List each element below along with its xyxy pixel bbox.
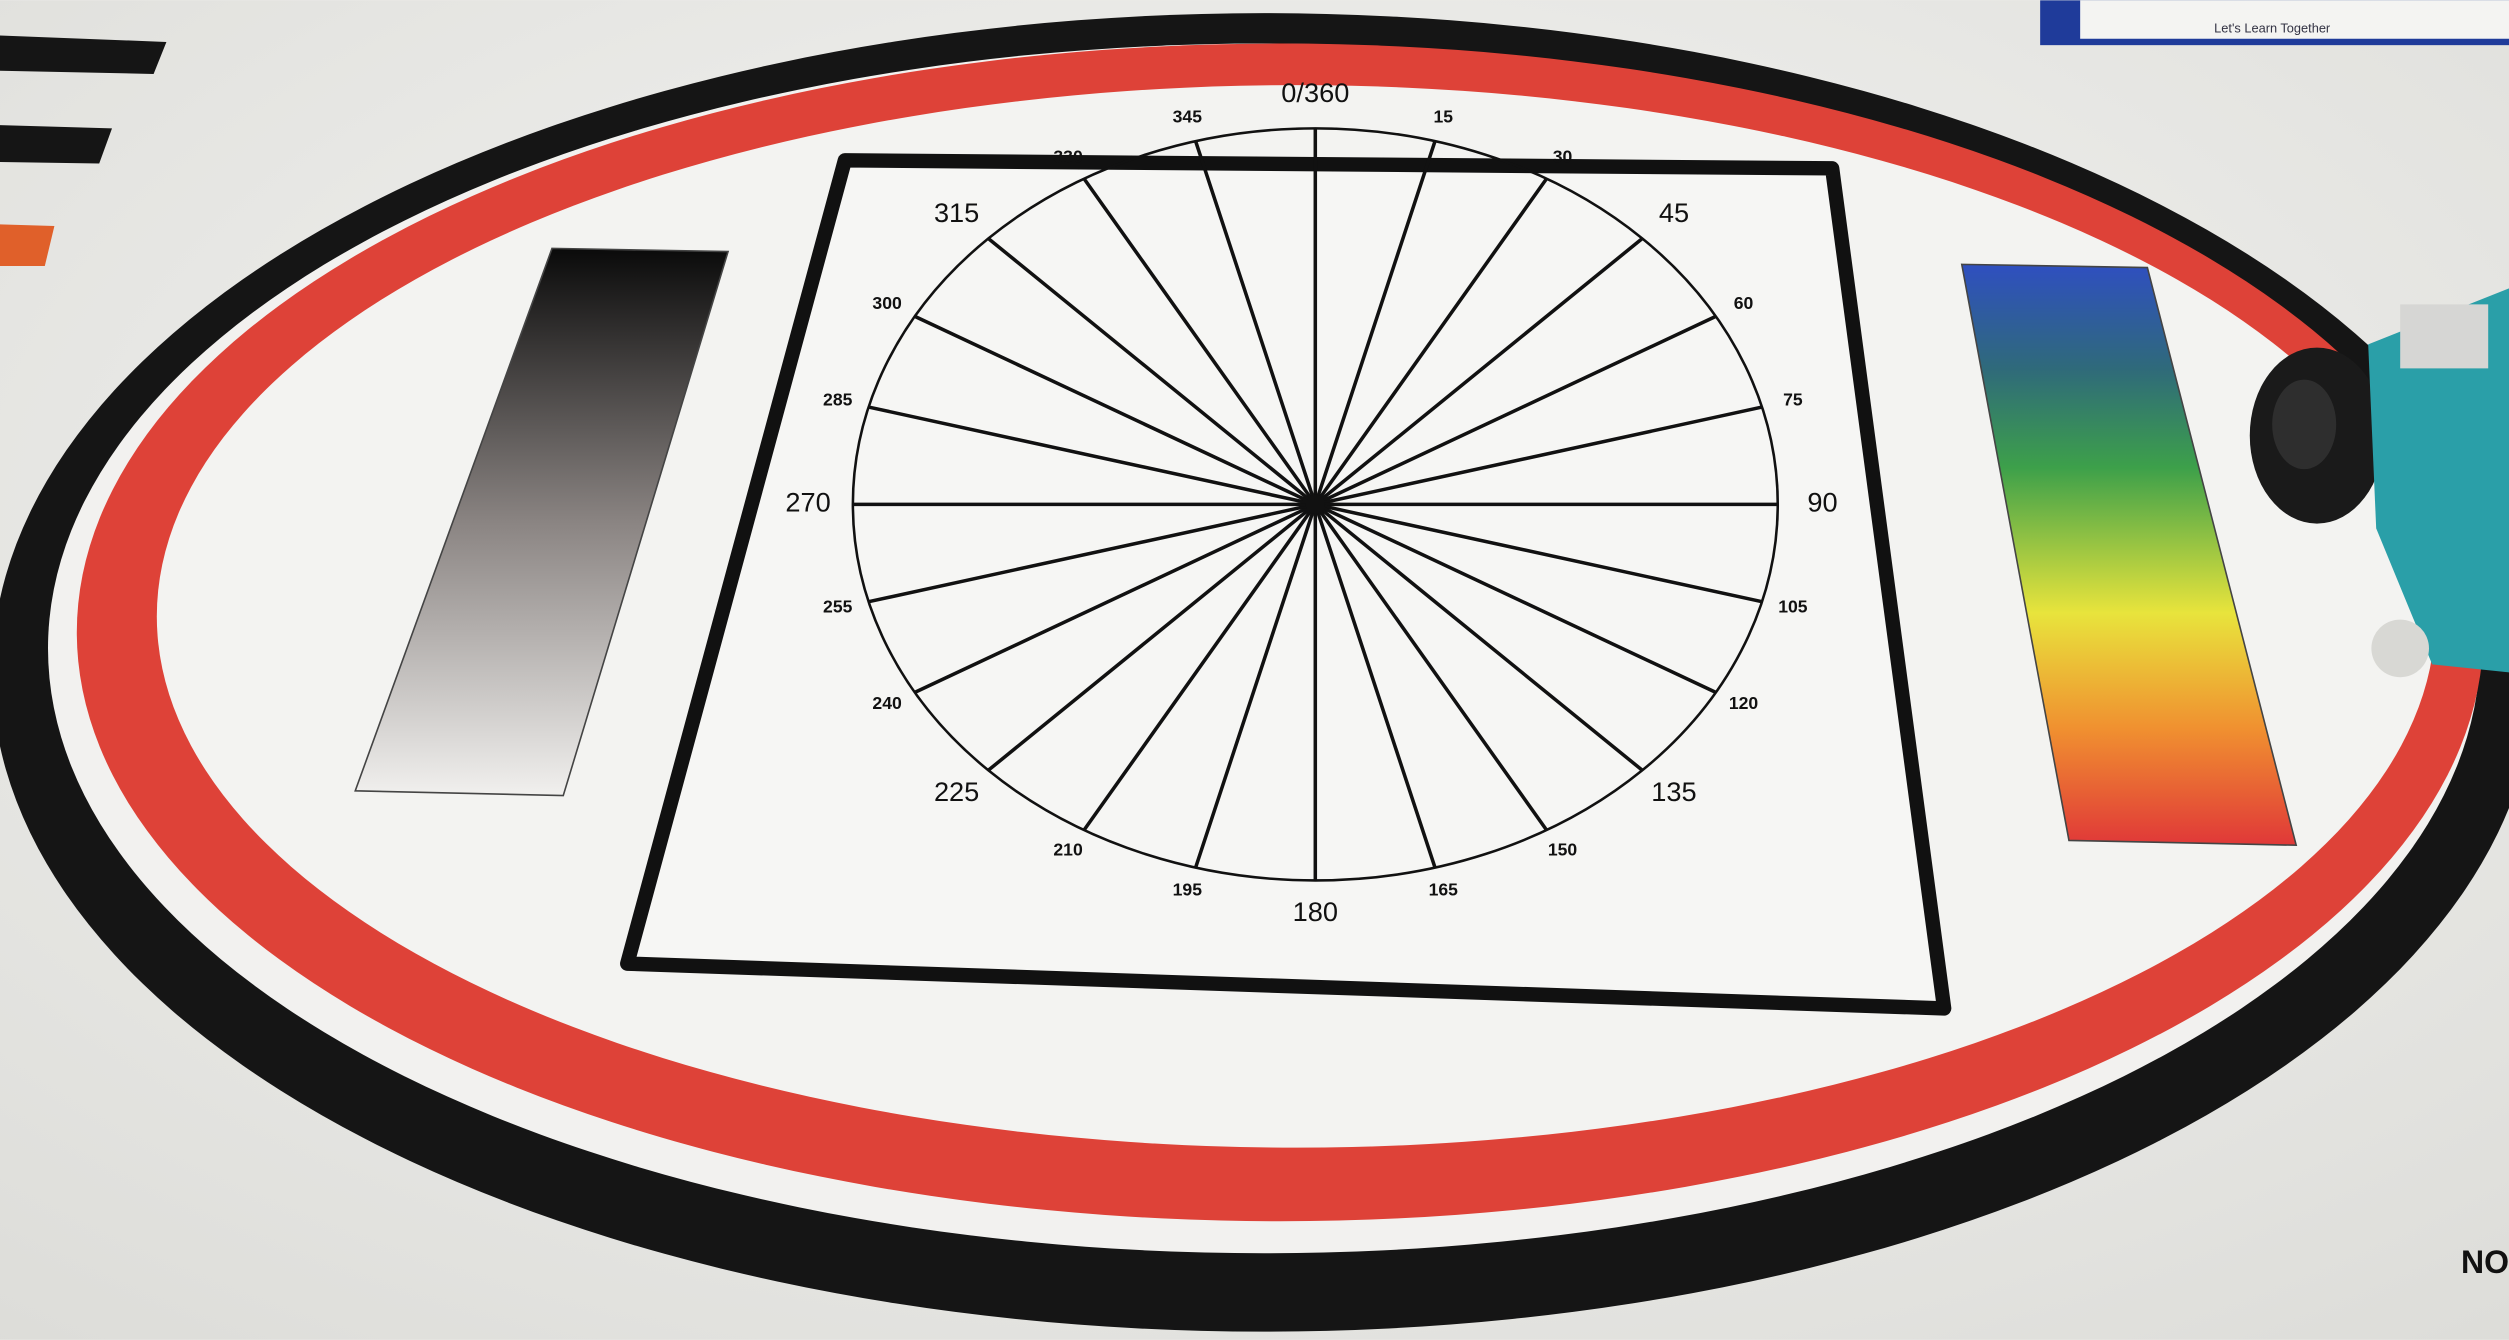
- logo-tagline: Let's Learn Together: [2214, 21, 2331, 36]
- angle-label: 135: [1651, 776, 1696, 807]
- dial-frame: [627, 160, 1944, 1008]
- angle-label: 195: [1173, 879, 1203, 899]
- angle-label: 270: [785, 487, 830, 518]
- left-strip: [0, 36, 166, 74]
- page: {"dial": {"angle_labels": ["0/360", "15"…: [0, 0, 2509, 1340]
- angle-label: 45: [1659, 197, 1689, 228]
- angle-label: 90: [1807, 487, 1837, 518]
- angle-label: 300: [872, 293, 902, 313]
- angle-label: 225: [934, 776, 979, 807]
- corner-text: NO: [2461, 1244, 2509, 1280]
- left-strip-orange: [0, 224, 54, 266]
- angle-label: 330: [1053, 147, 1083, 167]
- left-strip: [0, 125, 112, 163]
- angle-label: 105: [1778, 597, 1808, 617]
- angle-label: 210: [1053, 839, 1083, 859]
- angle-label: 345: [1173, 107, 1203, 127]
- robot-hub-top: [2400, 304, 2488, 368]
- angle-label: 0/360: [1281, 77, 1349, 108]
- angle-label: 180: [1293, 896, 1338, 927]
- robot-hub: [2272, 380, 2336, 470]
- angle-label: 165: [1429, 879, 1459, 899]
- angle-label: 15: [1433, 107, 1453, 127]
- angle-label: 255: [823, 597, 853, 617]
- mat-photo: Let's Learn Together 0/360 15 30 45 60 75 90 10…: [0, 0, 2509, 1340]
- angle-label: 285: [823, 390, 853, 410]
- body: Let's Learn Together 0/360 15 30 45 60 75 90 10…: [0, 0, 2509, 1340]
- angle-label: 315: [934, 197, 979, 228]
- angle-label: 240: [872, 693, 902, 713]
- robot-caster: [2371, 620, 2429, 678]
- angle-label: 150: [1548, 839, 1578, 859]
- angle-label: 60: [1734, 293, 1754, 313]
- angle-label: 75: [1783, 390, 1803, 410]
- angle-label: 30: [1553, 147, 1573, 167]
- dial-center: [1306, 495, 1325, 514]
- angle-label: 120: [1729, 693, 1759, 713]
